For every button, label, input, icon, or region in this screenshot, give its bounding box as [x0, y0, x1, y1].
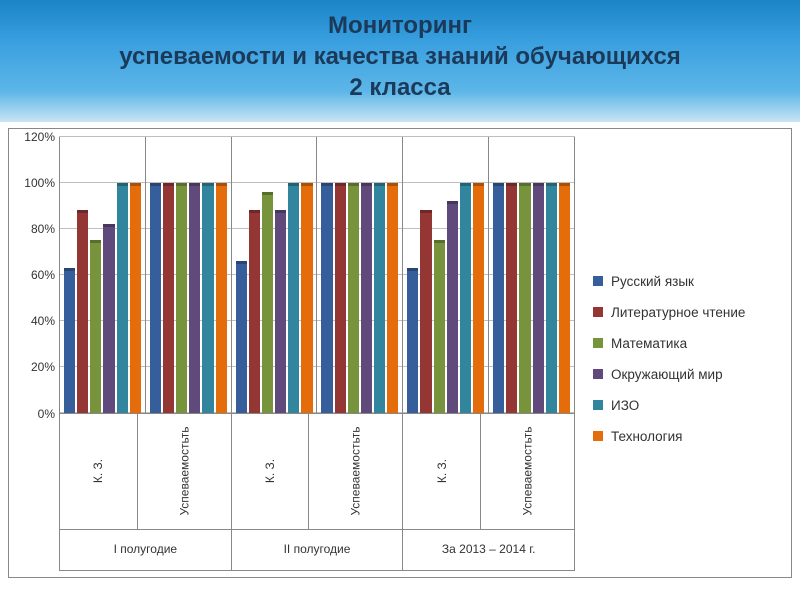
legend-label: Математика: [611, 336, 687, 351]
bar: [546, 183, 557, 413]
y-tick-label: 120%: [24, 130, 55, 144]
bar: [533, 183, 544, 413]
legend-label: Русский язык: [611, 274, 694, 289]
bar-group: [145, 137, 231, 413]
bar: [163, 183, 174, 413]
plot-inner: [59, 137, 575, 414]
subcategory-label: К. З.: [231, 414, 309, 529]
legend-label: Литературное чтение: [611, 305, 745, 320]
bar: [473, 183, 484, 413]
bar: [189, 183, 200, 413]
title-line-3: 2 класса: [20, 72, 780, 103]
subcategory-axis: К. З.УспеваемостьтьК. З.УспеваемостьтьК.…: [59, 414, 575, 529]
bar: [493, 183, 504, 413]
chart-area: 0%20%40%60%80%100%120% К. З.Успеваемость…: [15, 137, 575, 571]
legend-item: ИЗО: [593, 398, 779, 413]
subcategory-label: Успеваемостьть: [137, 414, 231, 529]
subcategory-label: К. З.: [402, 414, 480, 529]
legend-label: Окружающий мир: [611, 367, 723, 382]
bar: [361, 183, 372, 413]
bar: [434, 240, 445, 413]
bar-group: [402, 137, 488, 413]
bar-group: [488, 137, 575, 413]
bar: [216, 183, 227, 413]
y-tick-label: 40%: [31, 314, 55, 328]
y-tick-label: 80%: [31, 222, 55, 236]
title-line-1: Мониторинг: [20, 10, 780, 41]
bar: [77, 210, 88, 412]
bar: [103, 224, 114, 413]
legend-swatch: [593, 400, 603, 410]
bar-group: [231, 137, 317, 413]
subcategory-label: К. З.: [59, 414, 137, 529]
bar: [460, 183, 471, 413]
bar: [64, 268, 75, 413]
bar: [301, 183, 312, 413]
legend-item: Математика: [593, 336, 779, 351]
bar-group: [59, 137, 145, 413]
bar: [420, 210, 431, 412]
legend-item: Технология: [593, 429, 779, 444]
y-tick-label: 60%: [31, 268, 55, 282]
bar: [407, 268, 418, 413]
bar: [150, 183, 161, 413]
legend-swatch: [593, 369, 603, 379]
category-label: II полугодие: [231, 529, 403, 571]
subcategory-label: Успеваемостьть: [480, 414, 575, 529]
bar: [275, 210, 286, 412]
bar: [202, 183, 213, 413]
bar: [90, 240, 101, 413]
bar-group: [316, 137, 402, 413]
bar: [559, 183, 570, 413]
bar: [447, 201, 458, 413]
bar: [262, 192, 273, 413]
title-line-2: успеваемости и качества знаний обучающих…: [20, 41, 780, 72]
legend-label: ИЗО: [611, 398, 639, 413]
bar: [117, 183, 128, 413]
bar: [506, 183, 517, 413]
legend-label: Технология: [611, 429, 682, 444]
legend-item: Окружающий мир: [593, 367, 779, 382]
category-label: I полугодие: [59, 529, 231, 571]
page-title: Мониторинг успеваемости и качества знани…: [0, 0, 800, 122]
y-tick-label: 100%: [24, 176, 55, 190]
bar: [335, 183, 346, 413]
chart-plot: 0%20%40%60%80%100%120%: [15, 137, 575, 414]
bar: [374, 183, 385, 413]
bar: [519, 183, 530, 413]
bar: [130, 183, 141, 413]
subcategory-label: Успеваемостьть: [308, 414, 402, 529]
legend-item: Русский язык: [593, 274, 779, 289]
legend-swatch: [593, 431, 603, 441]
y-tick-label: 0%: [38, 407, 55, 421]
y-tick-label: 20%: [31, 360, 55, 374]
y-axis: 0%20%40%60%80%100%120%: [15, 137, 59, 414]
chart-container: 0%20%40%60%80%100%120% К. З.Успеваемость…: [8, 128, 792, 578]
bar: [288, 183, 299, 413]
bar-groups: [59, 137, 575, 413]
legend-swatch: [593, 276, 603, 286]
category-axis: I полугодиеII полугодиеЗа 2013 – 2014 г.: [59, 529, 575, 571]
bar: [321, 183, 332, 413]
bar: [348, 183, 359, 413]
bar: [176, 183, 187, 413]
legend: Русский язык Литературное чтение Математик…: [575, 137, 785, 571]
legend-swatch: [593, 338, 603, 348]
bar: [236, 261, 247, 413]
category-label: За 2013 – 2014 г.: [402, 529, 575, 571]
legend-item: Литературное чтение: [593, 305, 779, 320]
legend-swatch: [593, 307, 603, 317]
bar: [387, 183, 398, 413]
bar: [249, 210, 260, 412]
